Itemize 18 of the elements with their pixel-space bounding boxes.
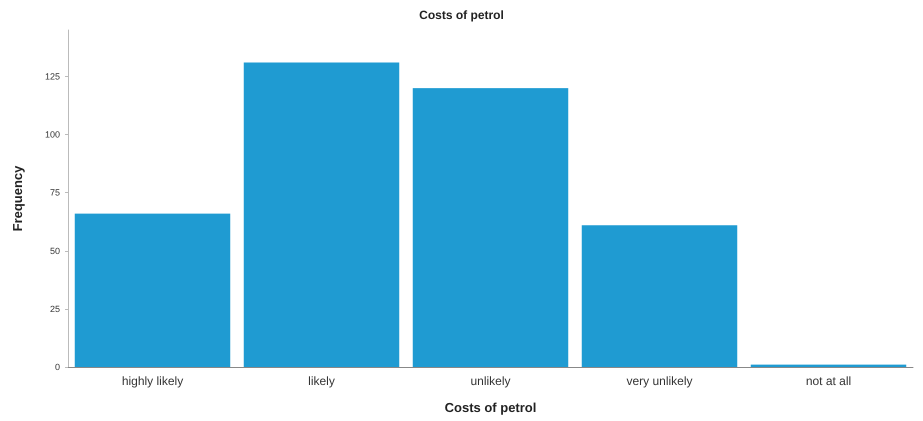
y-tick-label: 75: [50, 188, 60, 198]
x-tick-label: very unlikely: [626, 374, 693, 388]
y-tick-label: 125: [44, 71, 60, 82]
bar: [244, 62, 400, 367]
chart-title: Costs of petrol: [419, 8, 504, 22]
y-tick-label: 25: [50, 304, 60, 314]
y-axis-title: Frequency: [10, 164, 25, 232]
y-tick-label: 0: [54, 362, 60, 372]
y-tick-label: 100: [44, 130, 60, 140]
x-tick-label: highly likely: [122, 374, 184, 388]
y-tick-label: 50: [50, 246, 60, 256]
x-tick-label: unlikely: [470, 374, 511, 388]
x-tick-label: likely: [308, 374, 335, 388]
bar: [412, 88, 568, 367]
x-tick-label: not at all: [806, 374, 852, 388]
x-axis-title: Costs of petrol: [444, 400, 536, 415]
bar: [582, 225, 738, 367]
bar: [74, 214, 230, 367]
